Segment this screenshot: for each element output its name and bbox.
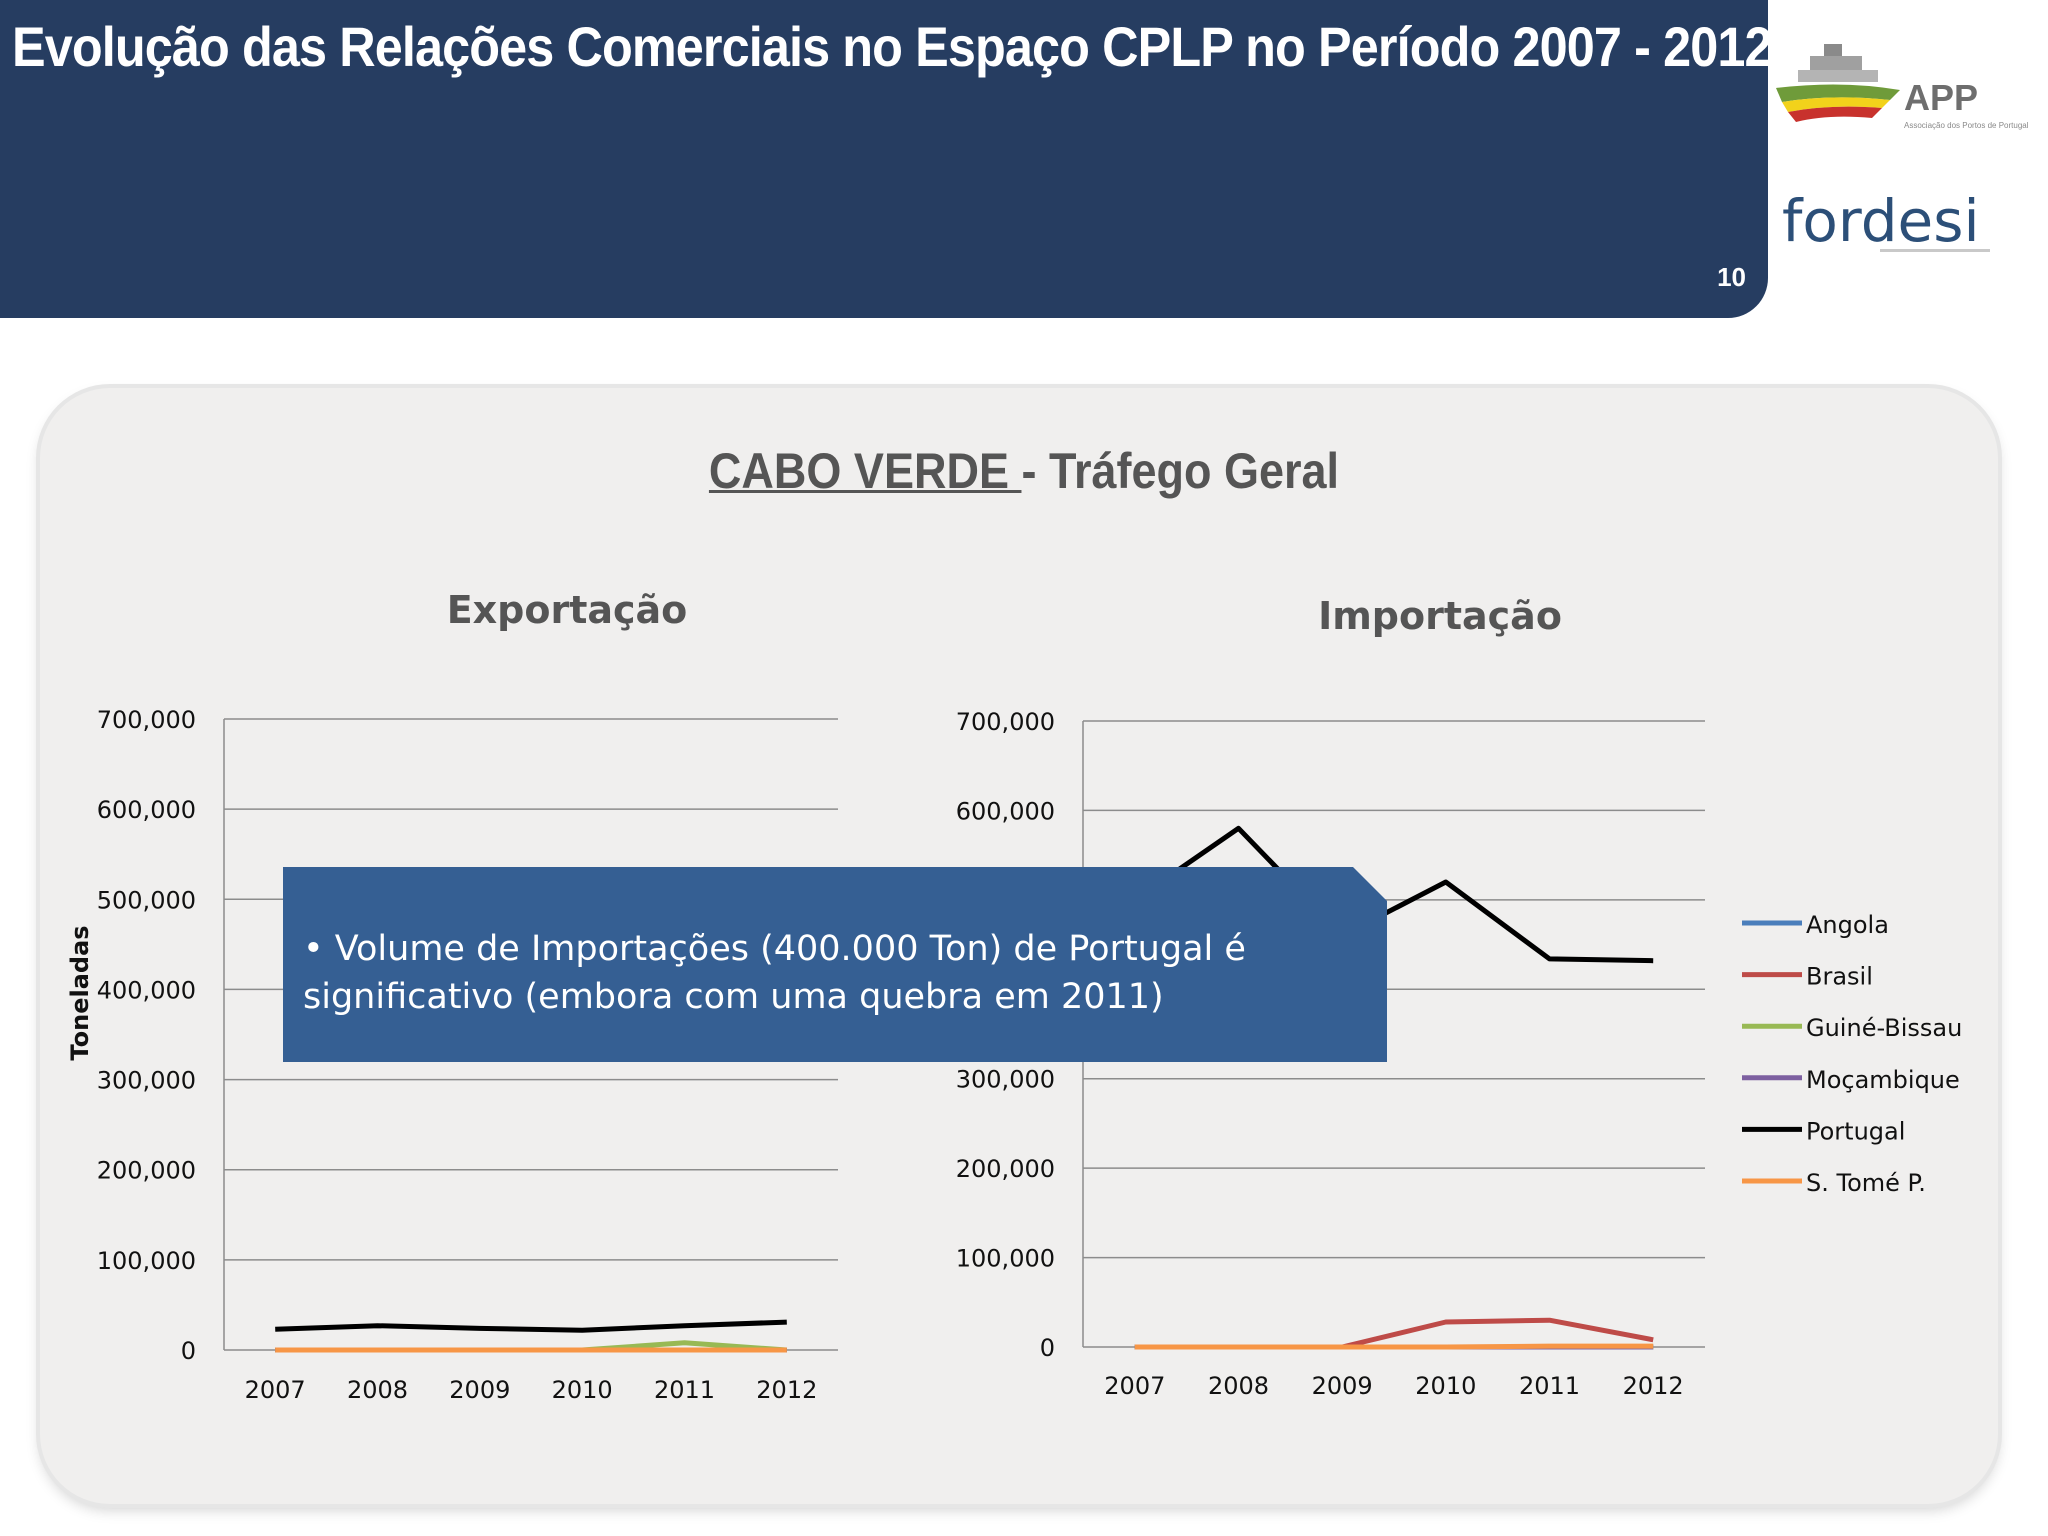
fordesi-logo-name: fordesi xyxy=(1782,187,1980,255)
y-tick-label: 600,000 xyxy=(97,796,196,824)
x-tick-label: 2012 xyxy=(756,1376,817,1404)
chart-title: Exportação xyxy=(447,588,688,632)
chart-title: Importação xyxy=(1318,594,1562,638)
legend-label: Angola xyxy=(1806,911,1889,939)
x-tick-label: 2008 xyxy=(1208,1372,1269,1400)
y-tick-label: 300,000 xyxy=(956,1066,1055,1094)
x-tick-label: 2011 xyxy=(1519,1372,1580,1400)
legend-label: Portugal xyxy=(1806,1117,1905,1145)
page-number: 10 xyxy=(1717,262,1746,292)
y-tick-label: 300,000 xyxy=(97,1067,196,1095)
callout-shape xyxy=(283,867,1387,1062)
callout-text: • Volume de Importações (400.000 Ton) de… xyxy=(303,929,1246,1017)
legend-label: Guiné-Bissau xyxy=(1806,1014,1962,1042)
x-tick-label: 2008 xyxy=(347,1376,408,1404)
legend-label: S. Tomé P. xyxy=(1806,1169,1926,1197)
y-tick-label: 400,000 xyxy=(97,976,196,1004)
fordesi-logo: fordesi xyxy=(1782,187,1990,255)
y-tick-label: 100,000 xyxy=(97,1247,196,1275)
series-line-portugal xyxy=(1133,825,1654,964)
app-logo-tagline: Associação dos Portos de Portugal xyxy=(1904,121,2029,130)
app-logo-name: APP xyxy=(1904,77,1978,118)
header-banner: Evolução das Relações Comerciais no Espa… xyxy=(0,0,1772,318)
y-tick-label: 100,000 xyxy=(956,1245,1055,1273)
x-tick-label: 2007 xyxy=(1104,1372,1165,1400)
x-tick-label: 2011 xyxy=(654,1376,715,1404)
legend-label: Moçambique xyxy=(1806,1066,1960,1094)
y-tick-label: 500,000 xyxy=(97,886,196,914)
x-tick-label: 2007 xyxy=(245,1376,306,1404)
y-tick-label: 200,000 xyxy=(97,1157,196,1185)
legend-label: Brasil xyxy=(1806,963,1873,991)
ship-icon xyxy=(1776,44,1900,122)
series-line-portugal xyxy=(275,1319,787,1333)
page-title: Evolução das Relações Comerciais no Espa… xyxy=(12,15,1772,78)
panel-title: CABO VERDE - Tráfego Geral xyxy=(102,442,1945,500)
series-line-brasil xyxy=(1134,1317,1654,1350)
y-tick-label: 700,000 xyxy=(97,706,196,734)
y-tick-label: 700,000 xyxy=(956,708,1055,736)
x-tick-label: 2010 xyxy=(552,1376,613,1404)
x-tick-label: 2009 xyxy=(1312,1372,1373,1400)
y-axis-label: Toneladas xyxy=(66,925,94,1060)
y-tick-label: 200,000 xyxy=(956,1155,1055,1183)
callout-box: • Volume de Importações (400.000 Ton) de… xyxy=(283,867,1387,1062)
x-tick-label: 2009 xyxy=(449,1376,510,1404)
panel-title-country: CABO VERDE xyxy=(708,443,1022,499)
y-tick-label: 0 xyxy=(181,1337,196,1365)
x-tick-label: 2010 xyxy=(1415,1372,1476,1400)
y-tick-label: 0 xyxy=(1040,1334,1055,1362)
panel-title-rest: - Tráfego Geral xyxy=(1021,443,1340,499)
series-line-s-tom-p- xyxy=(1134,1343,1654,1350)
y-tick-label: 600,000 xyxy=(956,797,1055,825)
app-logo: APP Associação dos Portos de Portugal xyxy=(1776,44,2029,130)
x-tick-label: 2012 xyxy=(1623,1372,1684,1400)
